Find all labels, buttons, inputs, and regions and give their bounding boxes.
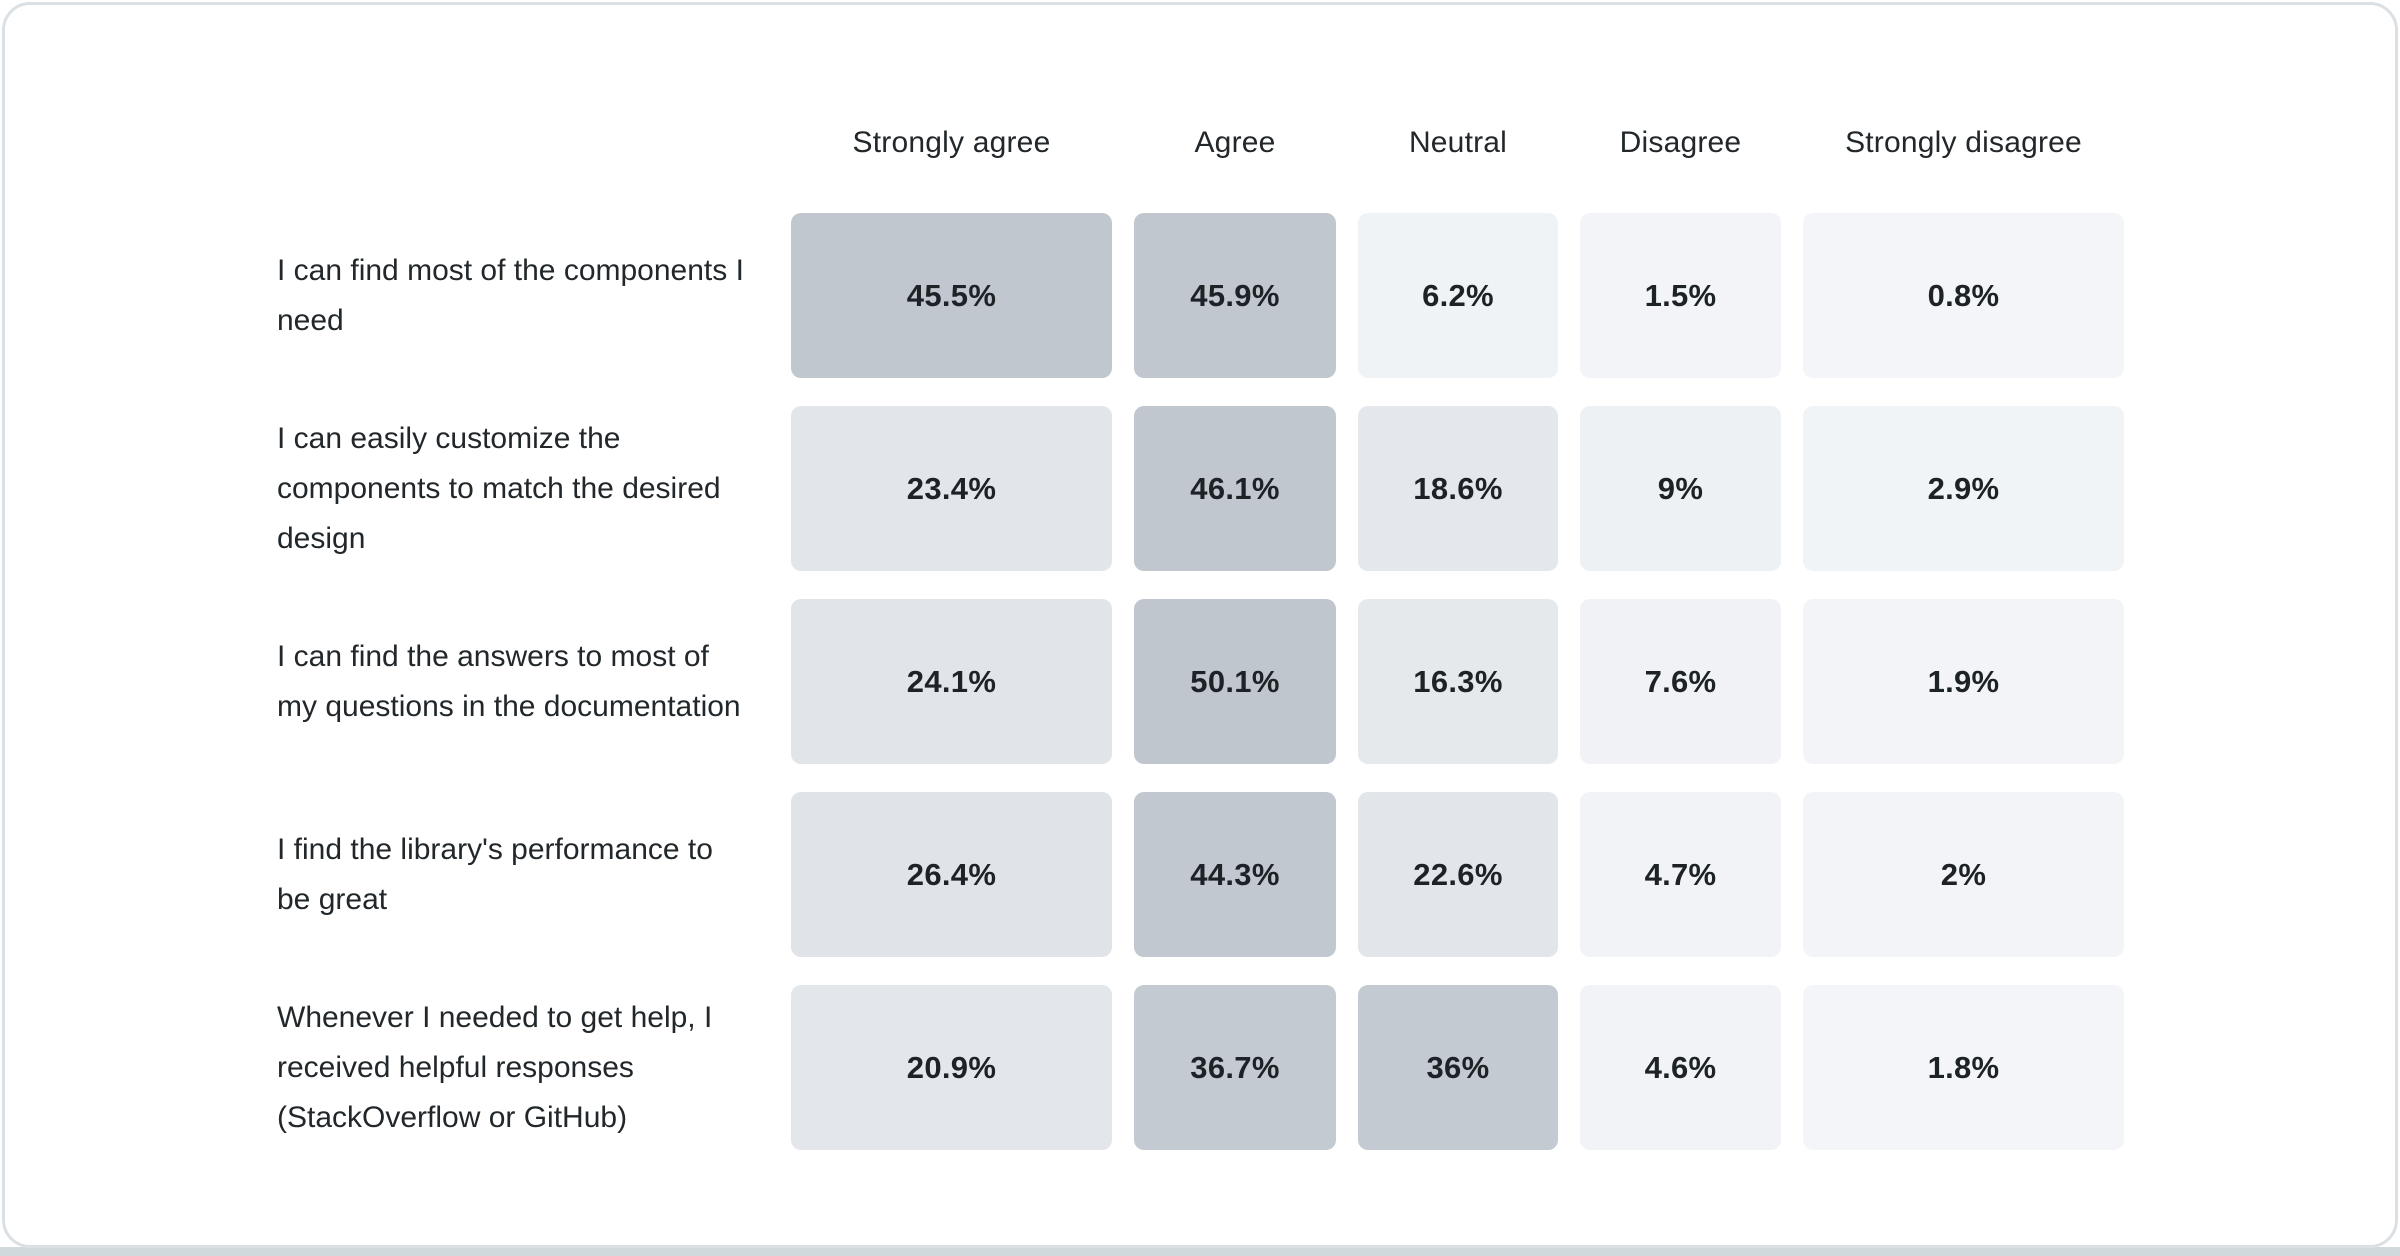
heatmap-cell: 1.8%: [1803, 985, 2124, 1150]
heatmap-cell: 26.4%: [791, 792, 1112, 957]
page-bottom-bar: [0, 1247, 2400, 1256]
heatmap-cell: 24.1%: [791, 599, 1112, 764]
heatmap-cell: 4.7%: [1580, 792, 1781, 957]
row-label-library-performance: I find the library's performance to be g…: [277, 832, 713, 916]
heatmap-cell: 2.9%: [1803, 406, 2124, 571]
heatmap-cell: 22.6%: [1358, 792, 1558, 957]
column-header-agree: Agree: [1194, 125, 1276, 159]
heatmap-cell: 20.9%: [791, 985, 1112, 1150]
column-header-neutral: Neutral: [1408, 125, 1508, 159]
heatmap-cell: 44.3%: [1134, 792, 1336, 957]
likert-heatmap: Strongly agree Agree Neutral Disagree St…: [5, 5, 2395, 1150]
heatmap-cell: 46.1%: [1134, 406, 1336, 571]
heatmap-cell: 45.5%: [791, 213, 1112, 378]
heatmap-cell: 36.7%: [1134, 985, 1336, 1150]
heatmap-cell: 6.2%: [1358, 213, 1558, 378]
heatmap-cell: 18.6%: [1358, 406, 1558, 571]
column-header-disagree: Disagree: [1619, 125, 1742, 159]
heatmap-cell: 1.9%: [1803, 599, 2124, 764]
heatmap-cell: 1.5%: [1580, 213, 1781, 378]
heatmap-cell: 2%: [1803, 792, 2124, 957]
row-label-helpful-responses: Whenever I needed to get help, I receive…: [277, 1000, 713, 1134]
corner-spacer: [277, 100, 769, 185]
heatmap-cell: 9%: [1580, 406, 1781, 571]
row-label-documentation-answers: I can find the answers to most of my que…: [277, 639, 741, 723]
column-header-strongly-agree: Strongly agree: [852, 125, 1051, 159]
heatmap-cell: 45.9%: [1134, 213, 1336, 378]
heatmap-cell: 0.8%: [1803, 213, 2124, 378]
heatmap-cell: 36%: [1358, 985, 1558, 1150]
heatmap-cell: 23.4%: [791, 406, 1112, 571]
heatmap-cell: 7.6%: [1580, 599, 1781, 764]
heatmap-cell: 4.6%: [1580, 985, 1781, 1150]
row-label-find-components: I can find most of the components I need: [277, 253, 744, 337]
heatmap-cell: 16.3%: [1358, 599, 1558, 764]
column-header-strongly-disagree: Strongly disagree: [1845, 125, 2082, 159]
heatmap-cell: 50.1%: [1134, 599, 1336, 764]
row-label-customize-components: I can easily customize the components to…: [277, 421, 721, 555]
